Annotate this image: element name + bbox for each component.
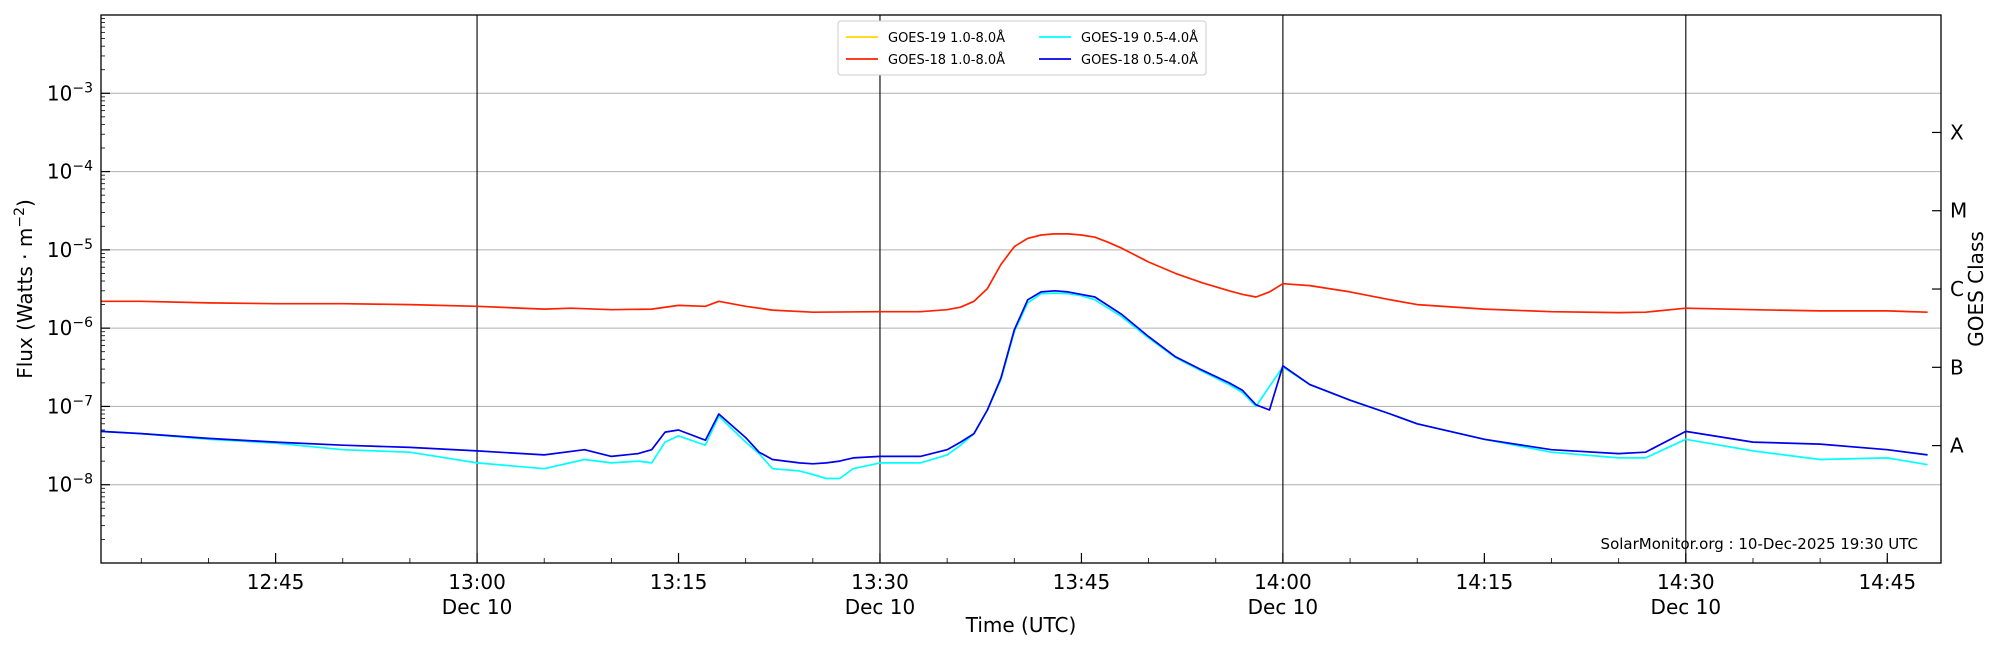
legend: GOES-19 1.0-8.0Å GOES-18 1.0-8.0Å GOES-19 …: [837, 20, 1207, 76]
y-axis-title-text: Flux (Watts · m: [13, 228, 37, 379]
x-tick-label: 14:30: [1657, 570, 1715, 594]
y-tick-label: 10−4: [47, 159, 93, 184]
series-line-4: [100, 289, 1928, 465]
x-tick-label: 14:00: [1254, 570, 1312, 594]
series-layer: [100, 233, 1928, 480]
y-tick-exponent: −7: [72, 393, 93, 409]
y-tick-base: 10: [47, 394, 72, 418]
y-tick-label: 10−5: [47, 237, 93, 262]
legend-label: GOES-19 0.5-4.0Å: [1081, 30, 1198, 46]
y-tick-exponent: −6: [72, 315, 93, 331]
y-tick-base: 10: [47, 160, 72, 184]
x-tick-label: 13:00: [448, 570, 506, 594]
x-tick-label: 13:15: [650, 570, 708, 594]
x-tick-date-label: Dec 10: [1248, 595, 1319, 619]
x-tick-label: 12:45: [247, 570, 305, 594]
goes-class-label: M: [1950, 199, 1967, 223]
legend-label: GOES-18 0.5-4.0Å: [1081, 52, 1198, 68]
legend-label: GOES-18 1.0-8.0Å: [888, 52, 1005, 68]
x-tick-label: 14:15: [1456, 570, 1514, 594]
y-tick-label: 10−6: [47, 315, 93, 340]
goes-class-label: X: [1950, 120, 1964, 144]
y-axis-title-exponent: −2: [12, 207, 28, 228]
series-line-2: [101, 233, 1928, 314]
goes-class-label: C: [1950, 277, 1964, 301]
y-tick-exponent: −4: [72, 159, 93, 175]
vertical-markers: [476, 15, 1687, 563]
y-tick-label: 10−7: [47, 393, 93, 418]
x-tick-label: 13:30: [851, 570, 909, 594]
y-tick-label: 10−3: [47, 80, 93, 105]
goes-class-label: B: [1950, 355, 1964, 379]
y-tick-label: 10−8: [47, 472, 93, 497]
y-tick-base: 10: [47, 316, 72, 340]
x-tick-label: 14:45: [1858, 570, 1916, 594]
legend-label: GOES-19 1.0-8.0Å: [888, 30, 1005, 46]
y-axis-title-close: ): [13, 199, 37, 207]
plot-area: [100, 14, 1942, 564]
goes-class-axis-title: GOES Class: [1964, 231, 1988, 347]
solarmonitor-watermark: SolarMonitor.org : 10-Dec-2025 19:30 UTC: [1601, 535, 1918, 553]
x-tick-date-label: Dec 10: [442, 595, 513, 619]
y-tick-base: 10: [47, 81, 72, 105]
y-tick-base: 10: [47, 473, 72, 497]
series-line-3: [100, 292, 1928, 480]
legend-box: [837, 20, 1207, 76]
x-axis-title: Time (UTC): [965, 613, 1077, 637]
y-tick-exponent: −3: [72, 80, 93, 96]
x-tick-label: 13:45: [1053, 570, 1111, 594]
goes-class-label: A: [1950, 434, 1964, 458]
y-tick-exponent: −8: [72, 472, 93, 488]
y-tick-exponent: −5: [72, 237, 93, 253]
y-axis-title: Flux (Watts · m−2): [12, 199, 37, 379]
x-tick-date-label: Dec 10: [1651, 595, 1722, 619]
x-tick-date-label: Dec 10: [845, 595, 916, 619]
y-tick-base: 10: [47, 238, 72, 262]
grid-lines: [101, 92, 1941, 486]
